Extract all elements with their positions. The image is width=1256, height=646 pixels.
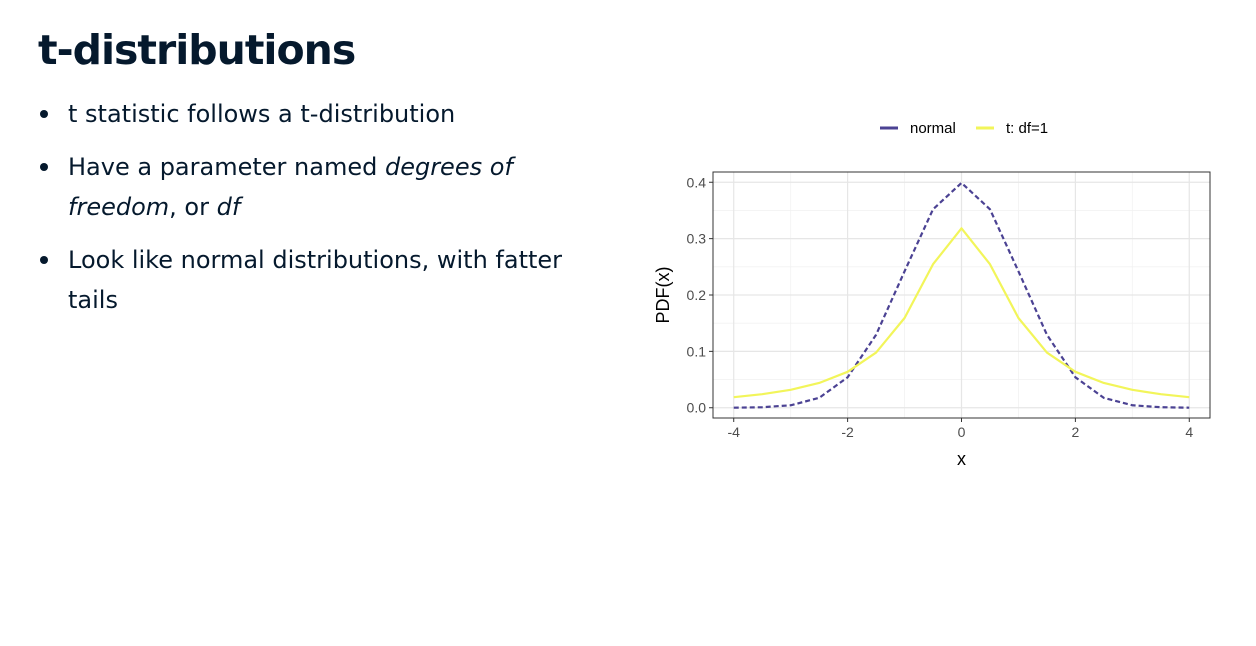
x-tick-label: -2	[841, 424, 854, 440]
x-tick-label: -4	[728, 424, 741, 440]
bullet-list: t statistic follows a t-distribution Hav…	[38, 94, 598, 333]
legend-label: t: df=1	[1006, 120, 1048, 137]
legend-label: normal	[910, 120, 956, 137]
bullet-text: Look like normal distributions, with fat…	[68, 246, 563, 314]
series-line-normal	[733, 181, 1190, 409]
x-tick-label: 4	[1185, 424, 1193, 440]
bullet-dot	[40, 256, 48, 264]
bullet-text: , or	[169, 193, 217, 221]
y-tick-label: 0.2	[687, 287, 707, 303]
pdf-line-chart: -4 -2 0 2 4 0.0 0.1 0.2 0.3 0.4 x PDF(x) normal t: df…	[653, 120, 1211, 469]
y-tick-label: 0.4	[687, 174, 707, 190]
bullet-dot	[40, 163, 48, 171]
slide-title: t-distributions	[38, 26, 356, 74]
bullet-dot	[40, 110, 48, 118]
bullet-text: t statistic follows a t-distribution	[68, 100, 456, 128]
bullet-text: Have a parameter named	[68, 153, 385, 181]
x-axis-label: x	[957, 449, 966, 469]
bullet-emphasis-degrees-of-freedom: degrees of freedom	[68, 153, 513, 221]
x-tick-label: 0	[958, 424, 966, 440]
bullet-item: Look like normal distributions, with fat…	[38, 240, 598, 320]
bullet-item: Have a parameter named degrees of freedo…	[38, 147, 598, 227]
bullet-item: t statistic follows a t-distribution	[38, 94, 598, 134]
series-line-t-df1	[733, 227, 1190, 399]
y-tick-label: 0.3	[687, 231, 707, 247]
y-tick-label: 0.1	[687, 343, 707, 359]
y-axis-label: PDF(x)	[653, 267, 673, 324]
y-tick-label: 0.0	[687, 400, 707, 416]
bullet-emphasis-df: df	[216, 193, 241, 221]
x-tick-label: 2	[1071, 424, 1079, 440]
